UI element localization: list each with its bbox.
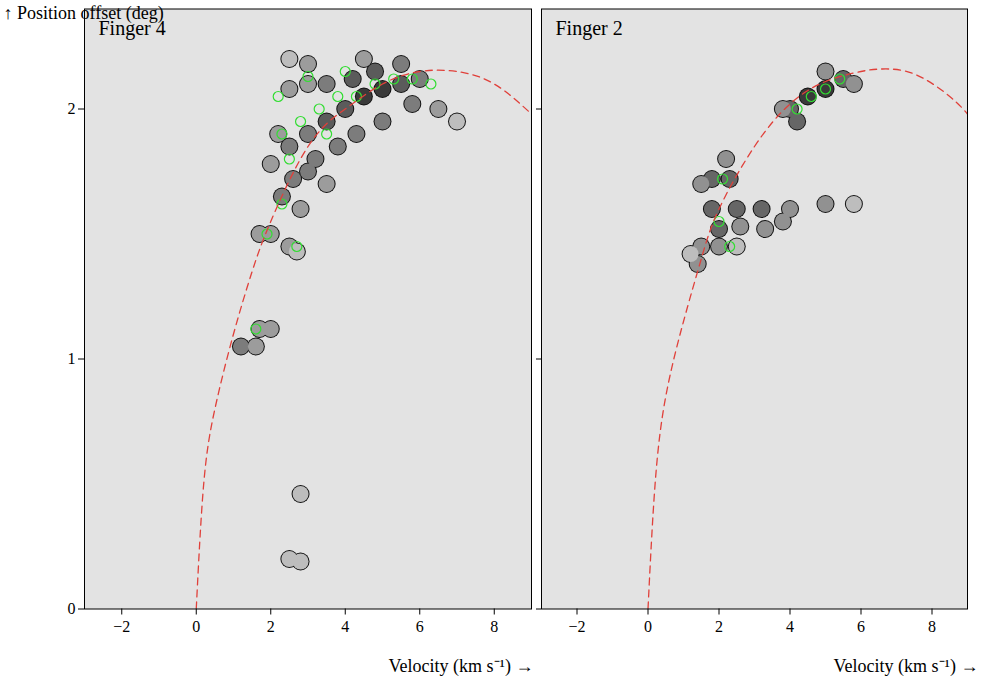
svg-text:8: 8 bbox=[928, 618, 936, 635]
svg-text:2: 2 bbox=[68, 100, 76, 117]
svg-text:↑ Position offset (deg): ↑ Position offset (deg) bbox=[3, 2, 164, 23]
svg-text:4: 4 bbox=[786, 618, 794, 635]
svg-text:0: 0 bbox=[68, 600, 76, 617]
svg-text:6: 6 bbox=[416, 618, 424, 635]
svg-text:Finger 2: Finger 2 bbox=[556, 17, 623, 40]
svg-text:−2: −2 bbox=[568, 618, 585, 635]
svg-text:6: 6 bbox=[857, 618, 865, 635]
svg-text:Velocity (km s⁻¹) →: Velocity (km s⁻¹) → bbox=[389, 656, 534, 677]
svg-text:0: 0 bbox=[644, 618, 652, 635]
svg-text:8: 8 bbox=[490, 618, 498, 635]
svg-text:2: 2 bbox=[267, 618, 275, 635]
svg-text:2: 2 bbox=[715, 618, 723, 635]
svg-text:Velocity (km s⁻¹) →: Velocity (km s⁻¹) → bbox=[834, 656, 979, 677]
svg-text:4: 4 bbox=[341, 618, 349, 635]
svg-text:0: 0 bbox=[192, 618, 200, 635]
svg-text:1: 1 bbox=[68, 350, 76, 367]
svg-text:Finger 4: Finger 4 bbox=[99, 17, 166, 40]
svg-text:−2: −2 bbox=[113, 618, 130, 635]
